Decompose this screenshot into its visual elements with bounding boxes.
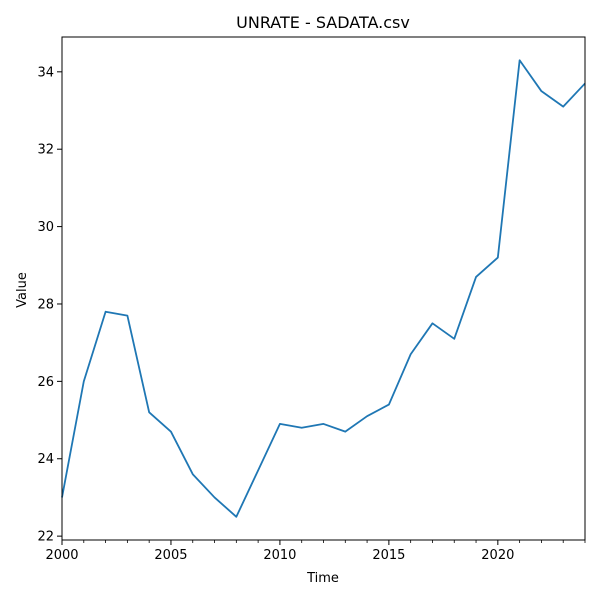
series-layer [61, 59, 586, 518]
y-axis-ticks: 22 24 26 28 30 32 34 [37, 65, 62, 545]
y-tick-label: 28 [37, 297, 54, 312]
x-tick-label: 2010 [263, 548, 296, 563]
chart-title: UNRATE - SADATA.csv [236, 13, 410, 32]
y-tick-label: 34 [37, 65, 54, 80]
plot-frame [61, 36, 586, 541]
x-tick-label: 2000 [45, 548, 78, 563]
x-axis-ticks: 2000 2005 2010 2015 2020 [45, 540, 586, 563]
x-tick-label: 2005 [154, 548, 187, 563]
y-tick-label: 30 [37, 220, 54, 235]
y-tick-label: 24 [37, 452, 54, 467]
series-line [61, 59, 586, 518]
y-tick-label: 22 [37, 530, 54, 545]
y-tick-label: 32 [37, 143, 54, 158]
x-axis-label: Time [306, 571, 339, 586]
x-tick-label: 2020 [481, 548, 514, 563]
x-tick-label: 2015 [372, 548, 405, 563]
y-axis-label: Value [15, 272, 30, 308]
y-tick-label: 26 [37, 375, 54, 390]
